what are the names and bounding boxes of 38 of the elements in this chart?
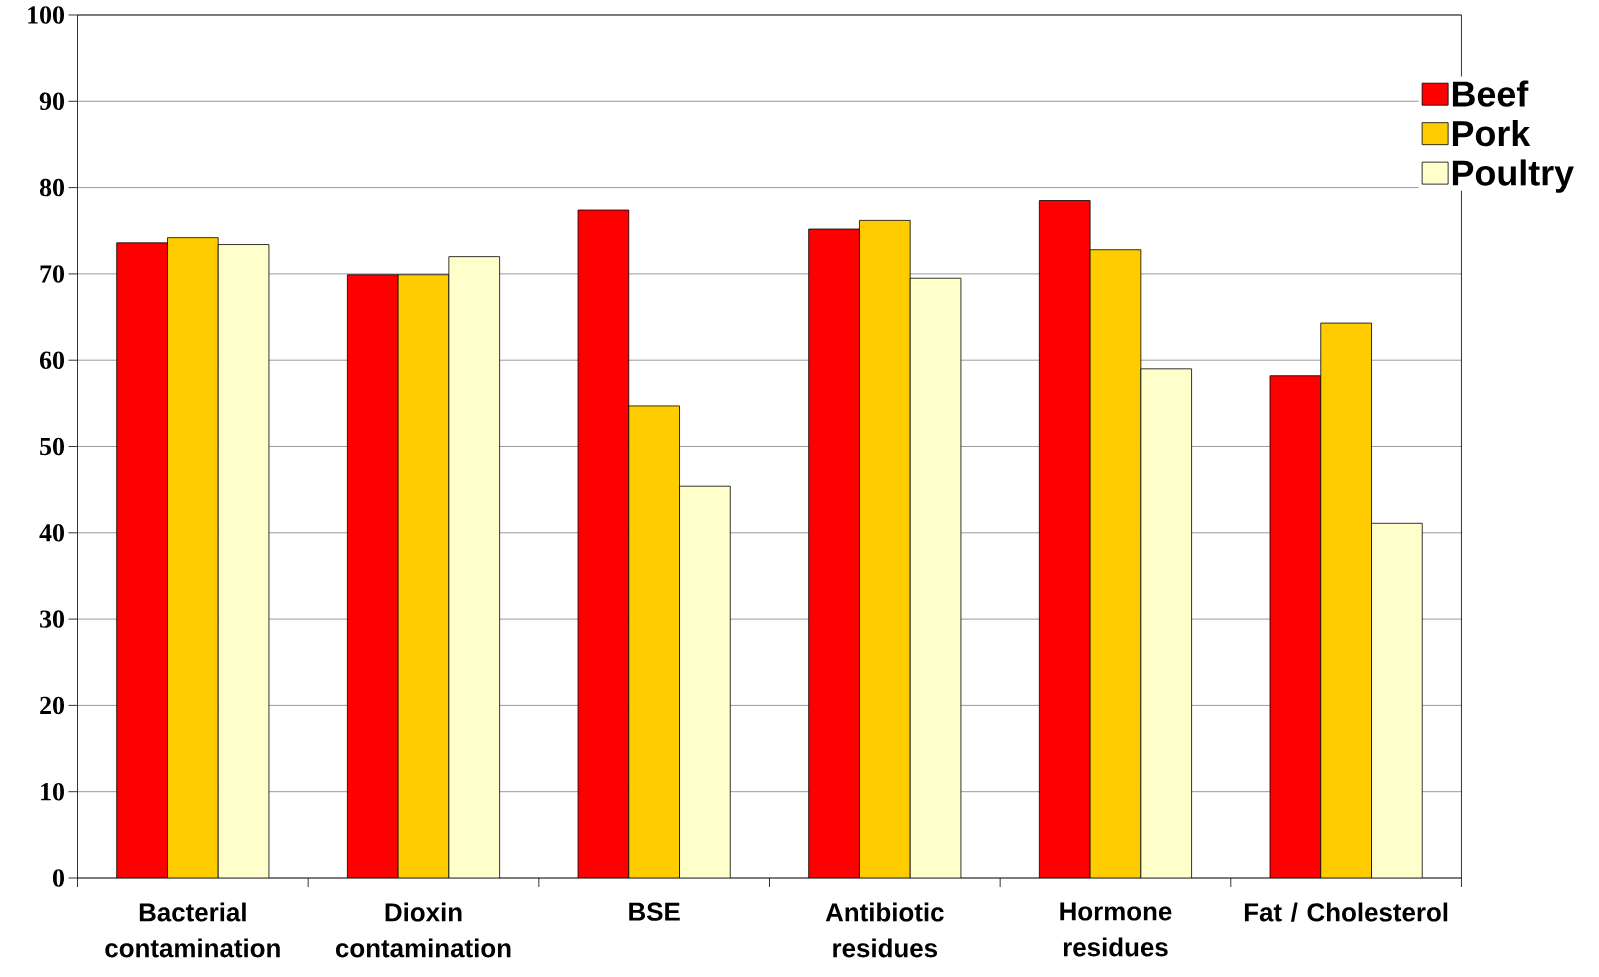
bar xyxy=(116,242,168,878)
x-tick-label: BSE xyxy=(629,902,680,921)
bar xyxy=(909,277,962,878)
y-tick-label: 70 xyxy=(40,265,64,283)
legend-label: Pork xyxy=(1452,119,1531,147)
bar xyxy=(218,244,269,878)
bar xyxy=(346,274,399,878)
bar xyxy=(448,256,501,878)
y-tick-label: 40 xyxy=(39,524,64,542)
y-tick-label: 0 xyxy=(53,869,64,887)
bar xyxy=(628,405,680,878)
legend-label: Poultry xyxy=(1452,159,1574,193)
y-tick-label: 80 xyxy=(39,178,64,197)
bar xyxy=(1038,200,1091,878)
y-tick-label: 10 xyxy=(41,782,64,801)
bar xyxy=(167,237,219,878)
bar xyxy=(1320,322,1372,878)
bar xyxy=(808,228,860,878)
x-tick-label: Fat / Cholesterol xyxy=(1244,902,1448,922)
bar xyxy=(1089,249,1142,878)
y-tick-label: 20 xyxy=(40,696,64,715)
x-tick-label: Dioxin contamination xyxy=(336,902,511,958)
bar xyxy=(1269,375,1322,878)
bar xyxy=(397,274,450,878)
y-tick-label: 30 xyxy=(40,610,64,628)
bar xyxy=(1140,368,1192,878)
legend-label: Beef xyxy=(1452,80,1529,107)
bar xyxy=(577,209,630,878)
bar xyxy=(859,219,911,878)
y-tick-label: 50 xyxy=(40,437,64,456)
x-tick-label: Antibiotic residues xyxy=(825,902,944,958)
y-tick-label: 60 xyxy=(39,351,64,369)
x-tick-label: Hormone residues xyxy=(1060,902,1172,957)
y-tick-label: 100 xyxy=(28,6,64,24)
bar xyxy=(1371,522,1423,878)
x-tick-label: Bacterial contamination xyxy=(105,902,280,958)
bar xyxy=(679,485,731,878)
y-tick-label: 90 xyxy=(39,92,64,111)
